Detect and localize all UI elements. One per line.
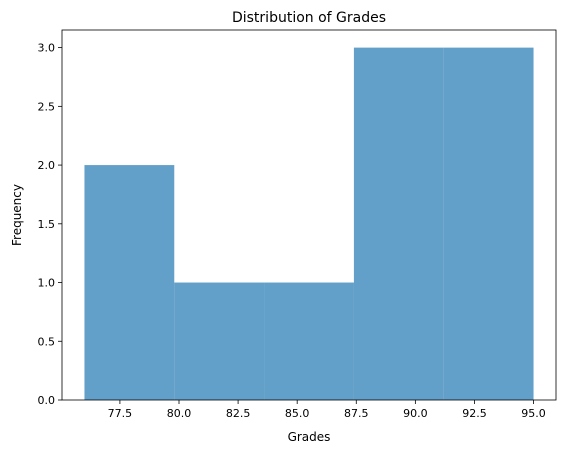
x-tick-label: 90.0 — [403, 407, 428, 420]
histogram-bar-3 — [264, 282, 354, 400]
y-tick-label: 2.5 — [38, 100, 56, 113]
y-tick-label: 2.0 — [38, 159, 56, 172]
y-tick-label: 0.5 — [38, 335, 56, 348]
histogram-bar-2 — [174, 282, 265, 400]
x-tick-label: 80.0 — [167, 407, 192, 420]
x-tick-label: 95.0 — [521, 407, 546, 420]
y-tick-label: 3.0 — [38, 42, 56, 55]
x-tick-label: 77.5 — [108, 407, 133, 420]
bars-group — [84, 47, 534, 400]
x-tick-label: 85.0 — [285, 407, 310, 420]
y-tick-label: 0.0 — [38, 394, 56, 407]
x-tick-label: 82.5 — [226, 407, 251, 420]
histogram-bar-4 — [353, 47, 444, 400]
x-axis-label: Grades — [288, 430, 331, 444]
y-axis-label: Frequency — [10, 184, 24, 246]
x-tick-label: 92.5 — [462, 407, 487, 420]
histogram-bar-5 — [443, 47, 534, 400]
y-tick-label: 1.5 — [38, 218, 56, 231]
y-tick-label: 1.0 — [38, 277, 56, 290]
x-axis-ticks: 77.5 80.0 82.5 85.0 87.5 90.0 92.5 95.0 — [108, 400, 546, 420]
plot-frame — [61, 29, 557, 401]
y-axis-ticks: 0.0 0.5 1.0 1.5 2.0 2.5 3.0 — [38, 42, 62, 407]
x-tick-label: 87.5 — [344, 407, 369, 420]
chart-title: Distribution of Grades — [232, 10, 386, 26]
histogram-bar-1 — [84, 165, 175, 400]
